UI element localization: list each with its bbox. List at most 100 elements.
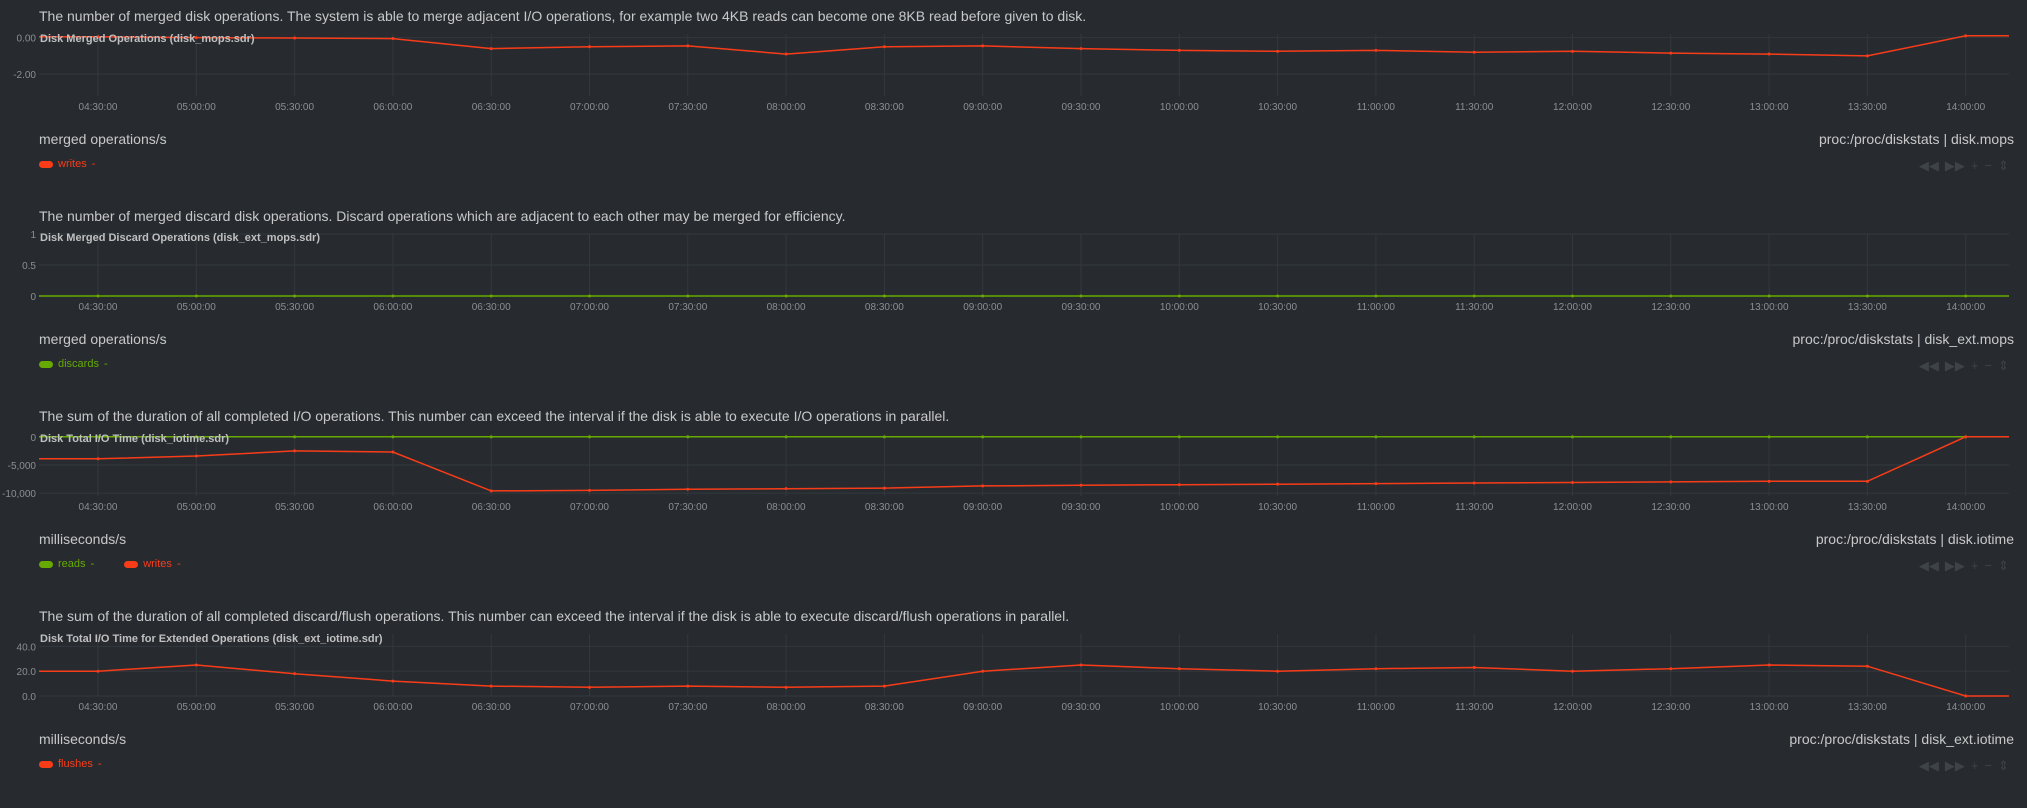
- data-point-discards: [981, 294, 985, 298]
- data-point-writes: [489, 489, 493, 493]
- x-tick-label: 08:00:00: [767, 102, 806, 113]
- data-point-writes: [1964, 435, 1968, 439]
- pan-right-button[interactable]: ▶▶: [1944, 758, 1965, 773]
- x-tick-label: 05:30:00: [275, 302, 314, 313]
- zoom-in-button[interactable]: +: [1970, 158, 1979, 173]
- legend-item-discards[interactable]: discards -: [39, 358, 108, 370]
- x-tick-label: 06:00:00: [373, 702, 412, 713]
- data-point-writes: [588, 45, 591, 49]
- x-tick-label: 12:00:00: [1553, 502, 1592, 513]
- data-point-discards: [1571, 294, 1574, 298]
- data-point-discards: [391, 294, 395, 298]
- series-line-writes: [39, 436, 2009, 492]
- legend-swatch: [39, 560, 53, 568]
- x-tick-label: 13:00:00: [1750, 702, 1789, 713]
- data-point-writes: [1177, 48, 1181, 52]
- x-tick-label: 08:00:00: [767, 302, 806, 313]
- chart-panel-merged-ops: The number of merged disk operations. Th…: [0, 8, 2027, 208]
- y-tick-label: 0.5: [22, 261, 36, 272]
- data-point-reads: [293, 435, 297, 439]
- data-point-reads: [1865, 435, 1869, 439]
- x-tick-label: 14:00:00: [1946, 102, 1985, 113]
- chart-plot[interactable]: 04:30:00 05:00:00 05:30:00 06:00:00 06:30:00…: [0, 430, 2027, 522]
- resize-handle[interactable]: ⇕: [1998, 558, 2009, 573]
- pan-left-button[interactable]: ◀◀: [1918, 358, 1939, 373]
- pan-left-button[interactable]: ◀◀: [1918, 158, 1939, 173]
- chart-plot[interactable]: 04:30:00 05:00:00 05:30:00 06:00:00 06:30:00…: [0, 30, 2027, 122]
- resize-handle[interactable]: ⇕: [1998, 358, 2009, 373]
- data-point-writes: [1964, 34, 1968, 38]
- chart-panel-ext-iotime: The sum of the duration of all completed…: [0, 608, 2027, 808]
- x-tick-label: 08:30:00: [865, 302, 904, 313]
- data-point-discards: [588, 294, 591, 298]
- pan-right-button[interactable]: ▶▶: [1944, 558, 1965, 573]
- x-tick-label: 07:00:00: [570, 102, 609, 113]
- x-tick-label: 05:00:00: [177, 302, 216, 313]
- data-point-flushes: [1472, 665, 1476, 669]
- y-tick-label: 0: [30, 433, 36, 444]
- data-point-reads: [1472, 435, 1476, 439]
- x-tick-label: 06:00:00: [373, 502, 412, 513]
- data-point-discards: [1177, 294, 1181, 298]
- x-tick-label: 09:00:00: [963, 102, 1002, 113]
- x-tick-label: 11:30:00: [1455, 302, 1494, 313]
- x-tick-label: 10:30:00: [1258, 702, 1297, 713]
- x-tick-label: 09:30:00: [1062, 702, 1101, 713]
- zoom-in-button[interactable]: +: [1970, 558, 1979, 573]
- data-point-reads: [1079, 435, 1083, 439]
- zoom-in-button[interactable]: +: [1970, 758, 1979, 773]
- chart-description: The number of merged discard disk operat…: [39, 208, 846, 224]
- data-point-reads: [1374, 435, 1378, 439]
- x-tick-label: 09:30:00: [1062, 302, 1101, 313]
- pan-right-button[interactable]: ▶▶: [1944, 158, 1965, 173]
- data-point-writes: [489, 47, 493, 51]
- resize-handle[interactable]: ⇕: [1998, 758, 2009, 773]
- legend-item-reads[interactable]: reads -: [39, 558, 94, 570]
- zoom-out-button[interactable]: −: [1984, 358, 1993, 373]
- data-point-discards: [1669, 294, 1673, 298]
- x-tick-label: 09:00:00: [963, 302, 1002, 313]
- chart-plot[interactable]: 04:30:00 05:00:00 05:30:00 06:00:00 06:30:00…: [0, 630, 2027, 722]
- data-point-flushes: [391, 679, 395, 683]
- data-point-writes: [1177, 483, 1181, 487]
- data-point-writes: [784, 52, 788, 56]
- x-tick-label: 09:30:00: [1062, 502, 1101, 513]
- x-tick-label: 13:30:00: [1848, 502, 1887, 513]
- data-point-reads: [391, 435, 395, 439]
- data-point-writes: [1669, 51, 1673, 55]
- pan-right-button[interactable]: ▶▶: [1944, 358, 1965, 373]
- x-tick-label: 09:00:00: [963, 502, 1002, 513]
- data-point-reads: [1571, 435, 1574, 439]
- zoom-out-button[interactable]: −: [1984, 758, 1993, 773]
- legend-item-writes[interactable]: writes -: [124, 558, 181, 570]
- legend-value: -: [97, 758, 102, 770]
- zoom-in-button[interactable]: +: [1970, 358, 1979, 373]
- data-point-discards: [1472, 294, 1476, 298]
- legend-item-writes[interactable]: writes -: [39, 158, 95, 170]
- resize-handle[interactable]: ⇕: [1998, 158, 2009, 173]
- x-tick-label: 07:30:00: [668, 502, 707, 513]
- data-point-reads: [588, 435, 591, 439]
- data-point-discards: [1079, 294, 1083, 298]
- pan-left-button[interactable]: ◀◀: [1918, 558, 1939, 573]
- data-point-writes: [1767, 52, 1771, 56]
- x-tick-label: 06:30:00: [472, 702, 511, 713]
- data-point-discards: [293, 294, 297, 298]
- data-point-writes: [686, 44, 690, 48]
- pan-left-button[interactable]: ◀◀: [1918, 758, 1939, 773]
- x-tick-label: 04:30:00: [79, 702, 118, 713]
- data-point-reads: [1767, 435, 1771, 439]
- x-tick-label: 04:30:00: [79, 502, 118, 513]
- x-tick-label: 10:00:00: [1160, 102, 1199, 113]
- data-point-flushes: [1767, 663, 1771, 667]
- chart-plot[interactable]: 04:30:00 05:00:00 05:30:00 06:00:00 06:30:00…: [0, 230, 2027, 322]
- data-point-writes: [391, 450, 395, 454]
- legend-item-flushes[interactable]: flushes -: [39, 758, 102, 770]
- x-tick-label: 11:30:00: [1455, 502, 1494, 513]
- chart-panel-iotime: The sum of the duration of all completed…: [0, 408, 2027, 608]
- x-tick-label: 14:00:00: [1946, 302, 1985, 313]
- zoom-out-button[interactable]: −: [1984, 558, 1993, 573]
- zoom-out-button[interactable]: −: [1984, 158, 1993, 173]
- chart-panel-merged-discard-ops: The number of merged discard disk operat…: [0, 208, 2027, 408]
- context-label: proc:/proc/diskstats | disk_ext.iotime: [1789, 731, 2014, 747]
